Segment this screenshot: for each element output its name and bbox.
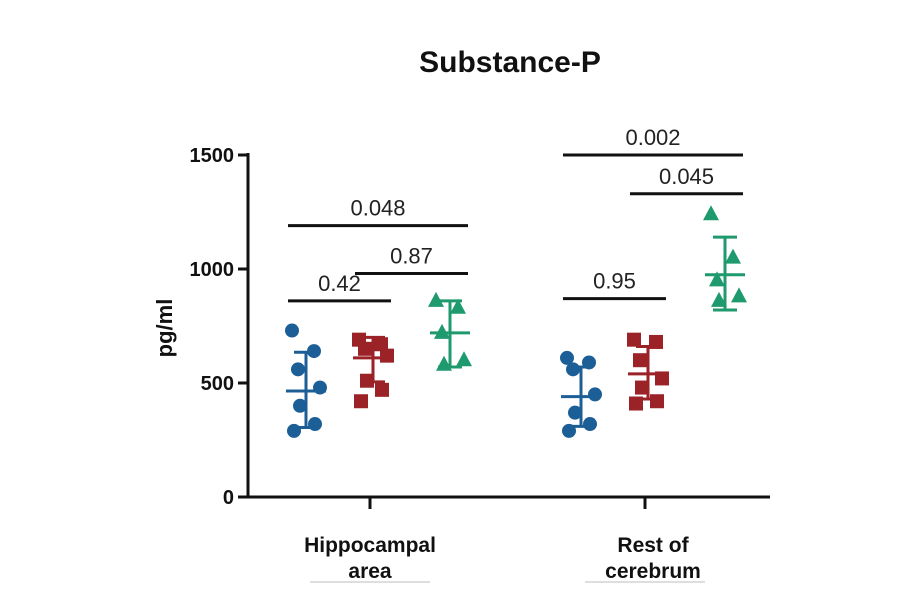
data-point bbox=[380, 348, 394, 363]
data-point bbox=[562, 423, 576, 438]
data-point bbox=[428, 291, 444, 307]
y-tick-label: 0 bbox=[223, 487, 234, 509]
data-point bbox=[307, 344, 321, 359]
data-series bbox=[285, 205, 747, 438]
data-point bbox=[287, 423, 301, 438]
data-point bbox=[354, 394, 368, 409]
category-label: Hippocampal bbox=[304, 534, 436, 557]
y-tick-label: 1500 bbox=[190, 145, 235, 167]
data-point bbox=[436, 355, 452, 371]
data-point bbox=[375, 382, 389, 397]
data-point bbox=[434, 323, 450, 339]
data-point bbox=[285, 323, 299, 338]
data-point bbox=[709, 271, 725, 287]
axes: 0 500 1000 1500 Hippocampal area Rest of cerebr… bbox=[190, 145, 770, 583]
data-point bbox=[293, 398, 307, 413]
comparison-p-value: 0.045 bbox=[659, 164, 714, 189]
comparison-p-value: 0.42 bbox=[318, 271, 361, 296]
data-point bbox=[360, 373, 374, 388]
data-point bbox=[582, 355, 596, 370]
data-point bbox=[731, 287, 747, 303]
data-point bbox=[627, 332, 641, 347]
comparison-p-value: 0.87 bbox=[390, 244, 433, 269]
data-point bbox=[568, 405, 582, 420]
data-point bbox=[308, 417, 322, 432]
comparison-brackets: 0.048 0.42 0.87 0.002 0.045 0.95 bbox=[288, 125, 743, 303]
y-axis-label: pg/ml bbox=[152, 299, 177, 358]
data-point bbox=[313, 380, 327, 395]
data-point bbox=[633, 353, 647, 368]
data-point bbox=[629, 396, 643, 411]
data-point bbox=[635, 380, 649, 395]
data-point bbox=[588, 387, 602, 402]
data-point bbox=[650, 394, 664, 409]
data-point bbox=[655, 371, 669, 386]
data-point bbox=[560, 350, 574, 365]
data-point bbox=[649, 334, 663, 349]
data-point bbox=[703, 205, 719, 221]
data-point bbox=[566, 362, 580, 377]
data-point bbox=[374, 337, 388, 352]
category-label: cerebrum bbox=[605, 560, 701, 583]
y-tick-label: 500 bbox=[201, 373, 234, 395]
data-point bbox=[456, 351, 472, 367]
data-point bbox=[358, 341, 372, 356]
data-point bbox=[450, 298, 466, 314]
data-point bbox=[583, 417, 597, 432]
y-tick-label: 1000 bbox=[190, 259, 235, 281]
comparison-p-value: 0.048 bbox=[350, 196, 405, 221]
category-label: area bbox=[348, 560, 392, 583]
data-point bbox=[725, 248, 741, 264]
comparison-p-value: 0.95 bbox=[593, 269, 636, 294]
comparison-p-value: 0.002 bbox=[625, 125, 680, 150]
chart-title: Substance-P bbox=[419, 46, 601, 79]
category-label: Rest of bbox=[617, 534, 689, 557]
data-point bbox=[291, 362, 305, 377]
data-point bbox=[711, 291, 727, 307]
